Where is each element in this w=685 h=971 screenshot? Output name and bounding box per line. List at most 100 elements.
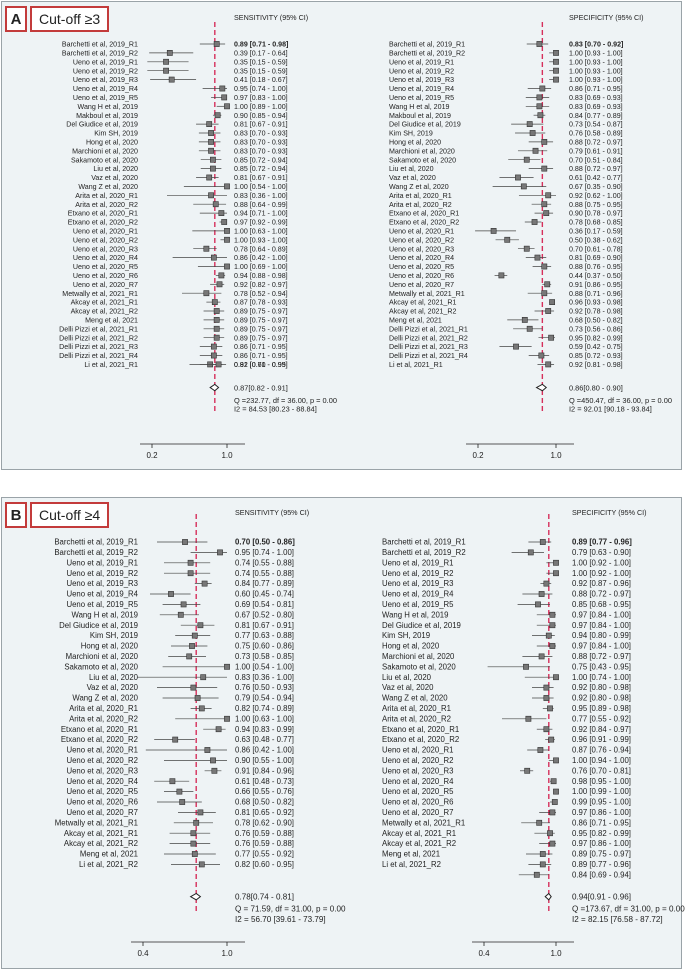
panela-sens-estimate-label: 0.83 [0.36 - 1.00] (234, 192, 288, 200)
panelb-study-label: Metwally et al, 2021_R1 (55, 818, 138, 827)
panelb-sens-point (198, 705, 205, 712)
panelb-study-label: Li et al, 2021_R2 (79, 860, 138, 869)
panela-study-label-right: Wang Z et al, 2020 (389, 183, 449, 191)
panelb-sens-header: SENSITIVITY (95% CI) (235, 508, 309, 517)
panela-study-label: Sakamoto et al, 2020 (71, 156, 138, 164)
panelb-study-label: Akcay et al, 2021_R1 (64, 829, 138, 838)
panela-study-label: Delli Pizzi et al, 2021_R2 (59, 334, 138, 342)
panelb-study-label: Akcay et al, 2021_R2 (64, 839, 138, 848)
panela-study-label-right: Akcay et al, 2021_R2 (389, 308, 456, 316)
panela-sens-point (212, 201, 219, 208)
panela-sens-point (214, 112, 221, 119)
panela-spec-point (553, 49, 559, 56)
panela-sens-header: SENSITIVITY (95% CI) (234, 13, 308, 22)
panela-study-label-right: Ueno et al, 2019_R1 (389, 58, 454, 66)
panelb-sens-estimate-label: 0.76 [0.59 - 0.88] (235, 829, 294, 838)
panelb-spec-estimate-label: 0.87 [0.76 - 0.94] (572, 746, 631, 755)
panelb-study-label: Liu et al, 2020 (89, 673, 139, 682)
panela-sens-estimate-label: 0.86 [0.71 - 0.95] (234, 352, 288, 360)
panela-sens-point (213, 334, 220, 341)
panelb-spec-point (553, 788, 559, 795)
panela-study-label: Barchetti et al, 2019_R1 (62, 41, 138, 49)
panelb-spec-estimate-label: 0.92 [0.80 - 0.98] (572, 683, 631, 692)
panela-sens-estimate-label: 0.88 [0.64 - 0.99] (234, 201, 288, 209)
panelb-sens-estimate-label: 0.75 [0.60 - 0.86] (235, 642, 294, 651)
panelb-spec-q-stat: Q =173.67, df = 31.00, p = 0.00 (572, 904, 685, 913)
panela-study-label-right: Delli Pizzi et al, 2021_R3 (389, 343, 468, 351)
panelb-study-label-right: Liu et al, 2020 (382, 673, 432, 682)
panelb-spec-estimate-label: 0.76 [0.70 - 0.81] (572, 766, 631, 775)
panela-spec-point (498, 272, 505, 279)
panelb-study-label: Ueno et al, 2020_R2 (66, 756, 138, 765)
panelb-spec-point (549, 611, 556, 618)
panela-sens-point (213, 41, 220, 47)
panela-spec-estimate-label: 0.88 [0.76 - 0.95] (569, 263, 623, 271)
panela-sens-estimate-label: 0.89 [0.75 - 0.97] (234, 334, 288, 342)
panela-spec-tick-label: 1.0 (550, 451, 562, 460)
panelb-sens-point (197, 809, 204, 816)
panelb-spec-estimate-label: 0.88 [0.72 - 0.97] (572, 590, 631, 599)
panelb-spec-pooled-label: 0.94[0.91 - 0.96] (572, 892, 631, 901)
panela-spec-estimate-label: 0.73 [0.54 - 0.87] (569, 121, 623, 129)
panela-spec-estimate-label: 0.95 [0.82 - 0.99] (569, 334, 623, 342)
panela-spec-point (541, 201, 548, 208)
panela-spec-point (553, 67, 559, 74)
panela-sens-estimate-label: 1.00 [0.89 - 1.00] (234, 103, 288, 111)
panelb-study-label-right: Ueno et al, 2020_R3 (382, 766, 454, 775)
panela-sens-point (213, 325, 220, 332)
panela-sens-point (210, 343, 217, 350)
panelb-sens-estimate-label: 0.90 [0.55 - 1.00] (235, 756, 294, 765)
panela-study-label: Akcay et al, 2021_R2 (71, 308, 138, 316)
panelb-spec-point (543, 684, 550, 691)
panela-sens-estimate-label: 0.86 [0.71 - 0.95] (234, 343, 288, 351)
panelb-sens-point (182, 539, 188, 545)
panela-study-label: Liu et al, 2020 (93, 165, 138, 173)
panela-spec-point (536, 94, 543, 101)
panela-spec-estimate-label: 0.92 [0.62 - 1.00] (569, 192, 623, 200)
panelb-study-label-right: Ueno et al, 2019_R3 (382, 579, 454, 588)
panelb-study-label: Ueno et al, 2020_R4 (66, 777, 138, 786)
panela-sens-point (216, 281, 223, 288)
panelb-spec-estimate-label: 0.94 [0.80 - 0.99] (572, 631, 631, 640)
panela-sens-point (210, 165, 216, 172)
panelb-spec-point (538, 653, 545, 660)
panela-sens-point (210, 254, 217, 261)
panela-sens-point (208, 130, 214, 136)
panelb-study-label-right: Wang Z et al, 2020 (382, 694, 448, 703)
panelb-spec-estimate-label: 0.89 [0.75 - 0.97] (572, 850, 631, 859)
panelb-sens-estimate-label: 0.70 [0.50 - 0.86] (235, 538, 295, 547)
panela-spec-q-stat: Q =450.47, df = 36.00, p = 0.00 (569, 396, 672, 405)
panelb-sens-point (176, 788, 183, 795)
panela-sens-point (224, 236, 230, 243)
panelb-study-label-right: Akcay et al, 2021_R2 (382, 839, 456, 848)
panela-spec-point (543, 210, 550, 216)
panelb-sens-estimate-label: 1.00 [0.63 - 1.00] (235, 714, 294, 723)
panela-sens-pooled-label: 0.87[0.82 - 0.91] (234, 383, 288, 392)
panela-study-label: Wang H et al, 2019 (78, 103, 139, 111)
panelb-sens-estimate-label: 0.67 [0.52 - 0.80] (235, 610, 294, 619)
panela-sens-estimate-label: 0.82 [0.60 - 0.95] (234, 361, 288, 369)
panelb-study-label-right: Del Giudice et al, 2019 (382, 621, 461, 630)
panela-spec-estimate-label: 0.83 [0.69 - 0.93] (569, 103, 623, 111)
panela-study-label-right: Ueno et al, 2019_R2 (389, 67, 454, 75)
panela-spec-estimate-label: 0.59 [0.42 - 0.75] (569, 343, 623, 351)
panela-spec-point (545, 192, 552, 199)
panela-sens-point (208, 192, 214, 199)
panela-sens-estimate-label: 0.83 [0.70 - 0.93] (234, 130, 288, 138)
panela-study-label: Ueno et al, 2020_R6 (73, 272, 138, 280)
panelb-study-label-right: Etxano et al, 2020_R2 (382, 735, 459, 744)
panelb-sens-point (168, 591, 174, 597)
panelb-sens-point (200, 674, 207, 681)
panelb-sens-point (169, 778, 176, 785)
panelb-spec-estimate-label: 0.95 [0.82 - 0.99] (572, 829, 631, 838)
panela-sens-estimate-label: 0.91 [0.71 - 0.99] (234, 361, 288, 369)
panela-spec-point (537, 112, 544, 119)
panelb-sens-estimate-label: 0.74 [0.55 - 0.88] (235, 558, 294, 567)
panela-study-label: Del Giudice et al, 2019 (66, 121, 138, 129)
panela-study-label-right: Ueno et al, 2020_R4 (389, 254, 454, 262)
panelb-study-label: Ueno et al, 2020_R6 (66, 798, 138, 807)
panela-sens-estimate-label: 0.89 [0.75 - 0.97] (234, 317, 288, 325)
panela-study-label-right: Ueno et al, 2020_R5 (389, 263, 454, 271)
panelb-study-label: Etxano et al, 2020_R2 (61, 735, 138, 744)
